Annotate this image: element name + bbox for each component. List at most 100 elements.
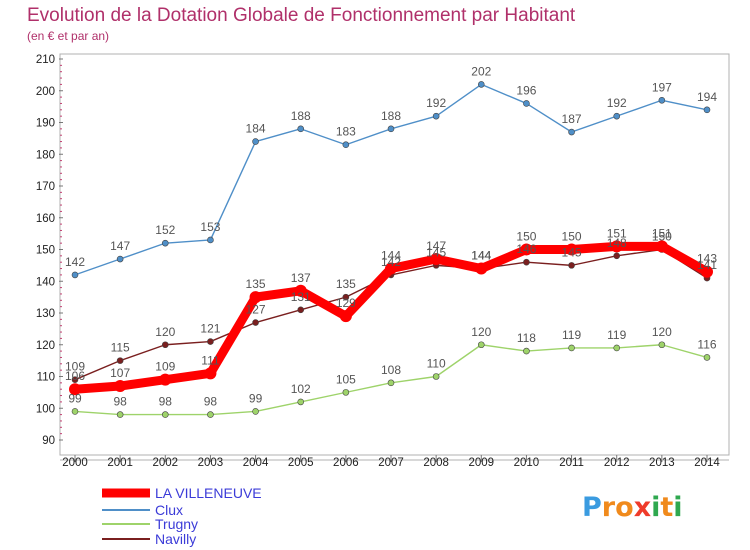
y-tick-label: 130 (36, 308, 55, 320)
data-point-trugny (477, 341, 485, 349)
data-point-trugny (161, 411, 169, 418)
data-label-navilly: 109 (65, 360, 85, 374)
data-labels: 99 98 98 98 99 102 105 108 110 120 118 119 119 120 116… (65, 64, 717, 408)
data-point-trugny (613, 344, 621, 352)
x-tick-label: 2001 (107, 457, 133, 469)
data-point-navilly (207, 338, 214, 345)
y-tick-label: 140 (36, 276, 55, 288)
data-point-trugny (252, 408, 259, 415)
data-point-trugny (703, 354, 711, 361)
data-label-la-villeneuve: 151 (652, 226, 672, 240)
data-point-trugny (387, 379, 395, 387)
data-point-clux (297, 125, 305, 133)
y-tick-label: 150 (36, 245, 55, 257)
data-point-clux (523, 100, 530, 107)
data-label-clux: 194 (697, 90, 717, 104)
data-point-trugny (568, 344, 575, 352)
data-point-trugny (116, 411, 124, 418)
data-label-la-villeneuve: 143 (697, 252, 717, 266)
data-point-clux (207, 236, 214, 244)
data-point-navilly (523, 258, 530, 266)
y-tick-label: 180 (36, 149, 55, 161)
y-tick-label: 100 (36, 403, 55, 415)
data-label-clux: 187 (562, 112, 582, 126)
data-label-clux: 152 (155, 223, 175, 237)
data-point-la-villeneuve (610, 240, 623, 253)
data-label-trugny: 98 (159, 395, 173, 409)
legend-label-navilly: Navilly (155, 531, 196, 547)
chart-title: Evolution de la Dotation Globale de Fonc… (27, 5, 576, 26)
data-label-la-villeneuve: 151 (607, 226, 627, 240)
y-tick-label: 200 (36, 86, 55, 98)
data-point-la-villeneuve (385, 262, 397, 275)
data-label-navilly: 115 (111, 341, 130, 355)
data-label-clux: 202 (471, 64, 491, 78)
data-point-trugny (342, 389, 350, 396)
x-tick-label: 2014 (694, 457, 720, 469)
data-label-la-villeneuve: 129 (336, 296, 356, 310)
x-tick-label: 2010 (514, 457, 540, 469)
data-label-trugny: 105 (336, 372, 356, 386)
data-point-navilly (613, 252, 621, 260)
data-point-trugny (207, 411, 214, 418)
data-label-la-villeneuve: 137 (291, 271, 311, 285)
data-point-navilly (297, 306, 305, 314)
data-label-trugny: 119 (562, 328, 581, 342)
data-point-navilly (71, 376, 79, 383)
data-label-clux: 153 (200, 220, 220, 234)
data-label-la-villeneuve: 106 (65, 369, 85, 383)
data-point-navilly (116, 357, 124, 364)
x-tick-label: 2000 (62, 457, 88, 469)
data-label-navilly: 131 (291, 290, 311, 304)
legend-label-la-villeneuve: LA VILLENEUVE (155, 485, 262, 501)
data-point-clux (387, 125, 395, 133)
data-point-clux (613, 112, 621, 120)
data-label-la-villeneuve: 111 (201, 353, 220, 367)
data-label-clux: 192 (607, 96, 627, 110)
data-point-la-villeneuve (701, 265, 713, 278)
data-label-la-villeneuve: 135 (246, 277, 266, 291)
data-label-navilly: 127 (246, 303, 266, 317)
data-label-la-villeneuve: 147 (426, 239, 446, 253)
data-label-navilly: 142 (381, 255, 401, 269)
series-lines (69, 81, 713, 418)
y-tick-label: 120 (36, 340, 55, 352)
logo-text: Proxiti (582, 492, 683, 523)
y-tick-label: 190 (36, 118, 55, 130)
data-label-navilly: 135 (336, 277, 356, 291)
data-point-trugny (432, 373, 440, 380)
legend-label-clux: Clux (155, 502, 183, 518)
data-label-la-villeneuve: 107 (110, 366, 130, 380)
proxiti-logo: Proxiti (582, 492, 683, 523)
data-point-clux (71, 271, 79, 279)
data-label-la-villeneuve: 144 (381, 249, 401, 263)
data-label-navilly: 146 (516, 242, 536, 256)
data-label-trugny: 120 (471, 325, 491, 339)
data-label-clux: 196 (516, 83, 536, 97)
data-label-trugny: 120 (652, 325, 672, 339)
x-tick-label: 2002 (152, 457, 178, 469)
x-tick-label: 2005 (288, 457, 314, 469)
y-axis: 90 100 110 120 130 140 150 160 170 180 190 200 210 (36, 54, 63, 447)
plot-frame (59, 53, 730, 456)
data-label-trugny: 116 (697, 337, 716, 351)
data-label-clux: 188 (291, 109, 311, 123)
data-label-clux: 184 (246, 122, 266, 136)
data-label-navilly: 144 (471, 249, 491, 263)
legend-label-trugny: Trugny (155, 516, 198, 532)
data-label-trugny: 99 (249, 391, 263, 405)
data-point-clux (252, 138, 259, 145)
data-point-navilly (568, 262, 575, 269)
data-label-la-villeneuve: 144 (471, 249, 491, 263)
data-point-trugny (523, 347, 530, 355)
data-point-navilly (252, 319, 259, 326)
data-label-trugny: 118 (517, 331, 536, 345)
y-tick-label: 90 (42, 435, 55, 447)
y-tick-label: 160 (36, 213, 55, 225)
y-tick-label: 210 (36, 54, 55, 66)
data-point-la-villeneuve (69, 383, 81, 396)
x-tick-label: 2008 (423, 457, 449, 469)
